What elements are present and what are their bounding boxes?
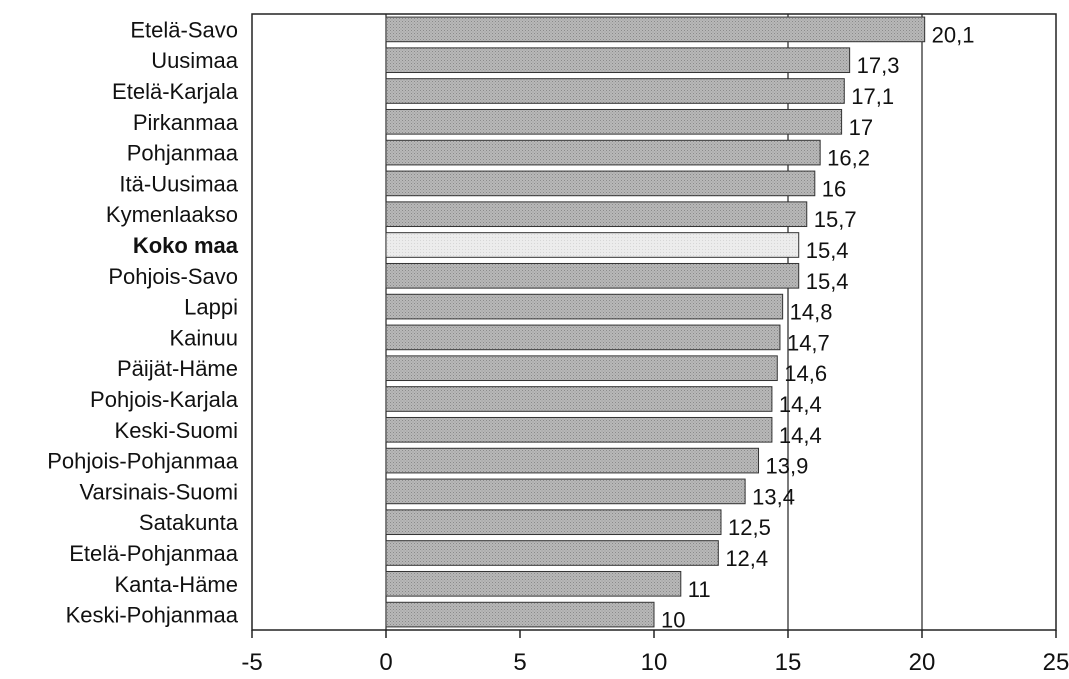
- category-label: Etelä-Karjala: [112, 79, 239, 104]
- category-label: Keski-Pohjanmaa: [66, 603, 239, 628]
- value-label: 17: [849, 115, 873, 140]
- category-label: Lappi: [184, 295, 238, 320]
- value-label: 15,4: [806, 269, 849, 294]
- x-axis-ticks: -5 0 5 10 15 20 25: [241, 630, 1069, 676]
- x-tick-label: 15: [775, 649, 802, 676]
- value-label: 11: [688, 577, 711, 602]
- x-tick-label: 25: [1043, 649, 1069, 676]
- bar-2: [385, 78, 845, 104]
- x-tick-label: 0: [379, 649, 392, 676]
- category-label: Pohjois-Karjala: [90, 387, 239, 412]
- value-label: 14,4: [779, 392, 822, 417]
- category-label: Koko maa: [133, 233, 239, 258]
- value-label: 17,1: [851, 84, 894, 109]
- value-label: 14,6: [784, 361, 827, 386]
- bar-12: [385, 386, 773, 412]
- value-label: 14,4: [779, 423, 822, 448]
- value-label: 14,8: [790, 300, 833, 325]
- bar-17: [385, 540, 719, 566]
- bar-1: [385, 47, 851, 74]
- category-label: Pohjanmaa: [127, 141, 239, 166]
- category-label: Uusimaa: [151, 48, 239, 73]
- x-tick-label: 10: [641, 649, 668, 676]
- category-label: Kanta-Häme: [114, 572, 238, 597]
- category-label: Satakunta: [139, 510, 239, 535]
- category-label: Pirkanmaa: [133, 110, 239, 135]
- x-tick-label: 20: [909, 649, 936, 676]
- category-label: Varsinais-Suomi: [79, 479, 238, 504]
- category-label: Päijät-Häme: [117, 356, 238, 381]
- category-label: Keski-Suomi: [115, 418, 238, 443]
- value-label: 12,4: [725, 546, 768, 571]
- bar-7: [385, 232, 800, 258]
- value-label: 13,9: [766, 454, 809, 479]
- plot-frame: [251, 13, 1057, 631]
- x-tick-label: -5: [241, 649, 262, 676]
- category-label: Kainuu: [169, 325, 238, 350]
- value-label: 13,4: [752, 484, 795, 509]
- bar-15: [385, 478, 746, 505]
- bar-11: [385, 355, 778, 382]
- bar-6: [385, 201, 808, 228]
- bar-18: [385, 570, 682, 597]
- category-label: Itä-Uusimaa: [119, 171, 238, 196]
- x-tick-label: 5: [513, 649, 526, 676]
- bar-14: [385, 447, 760, 474]
- value-label: 16,2: [827, 146, 870, 171]
- bars: [385, 16, 926, 628]
- bar-0: [385, 16, 926, 43]
- bar-9: [385, 293, 784, 320]
- category-labels: Etelä-Savo Uusimaa Etelä-Karjala Pirkanmaa P…: [47, 17, 239, 627]
- category-label: Pohjois-Savo: [108, 264, 238, 289]
- value-label: 14,7: [787, 330, 830, 355]
- bar-10: [385, 324, 781, 351]
- bar-5: [385, 170, 816, 197]
- category-label: Etelä-Pohjanmaa: [69, 541, 239, 566]
- category-label: Etelä-Savo: [130, 17, 238, 42]
- bar-13: [385, 416, 773, 443]
- bar-4: [385, 139, 821, 166]
- bar-3: [385, 108, 843, 135]
- value-labels: 20,1 17,3 17,1 17 16,2 16 15,7 15,4 15,4 14,8 14,7…: [661, 22, 975, 632]
- gridlines: [385, 14, 923, 630]
- value-label: 16: [822, 176, 846, 201]
- bar-8: [385, 262, 800, 289]
- value-label: 15,7: [814, 207, 857, 232]
- value-label: 10: [661, 608, 685, 633]
- value-label: 20,1: [932, 22, 975, 47]
- bar-16: [385, 509, 722, 536]
- bar-19: [385, 601, 655, 628]
- value-label: 12,5: [728, 515, 771, 540]
- value-label: 15,4: [806, 238, 849, 263]
- category-label: Pohjois-Pohjanmaa: [47, 449, 239, 474]
- value-label: 17,3: [857, 53, 900, 78]
- category-label: Kymenlaakso: [106, 202, 238, 227]
